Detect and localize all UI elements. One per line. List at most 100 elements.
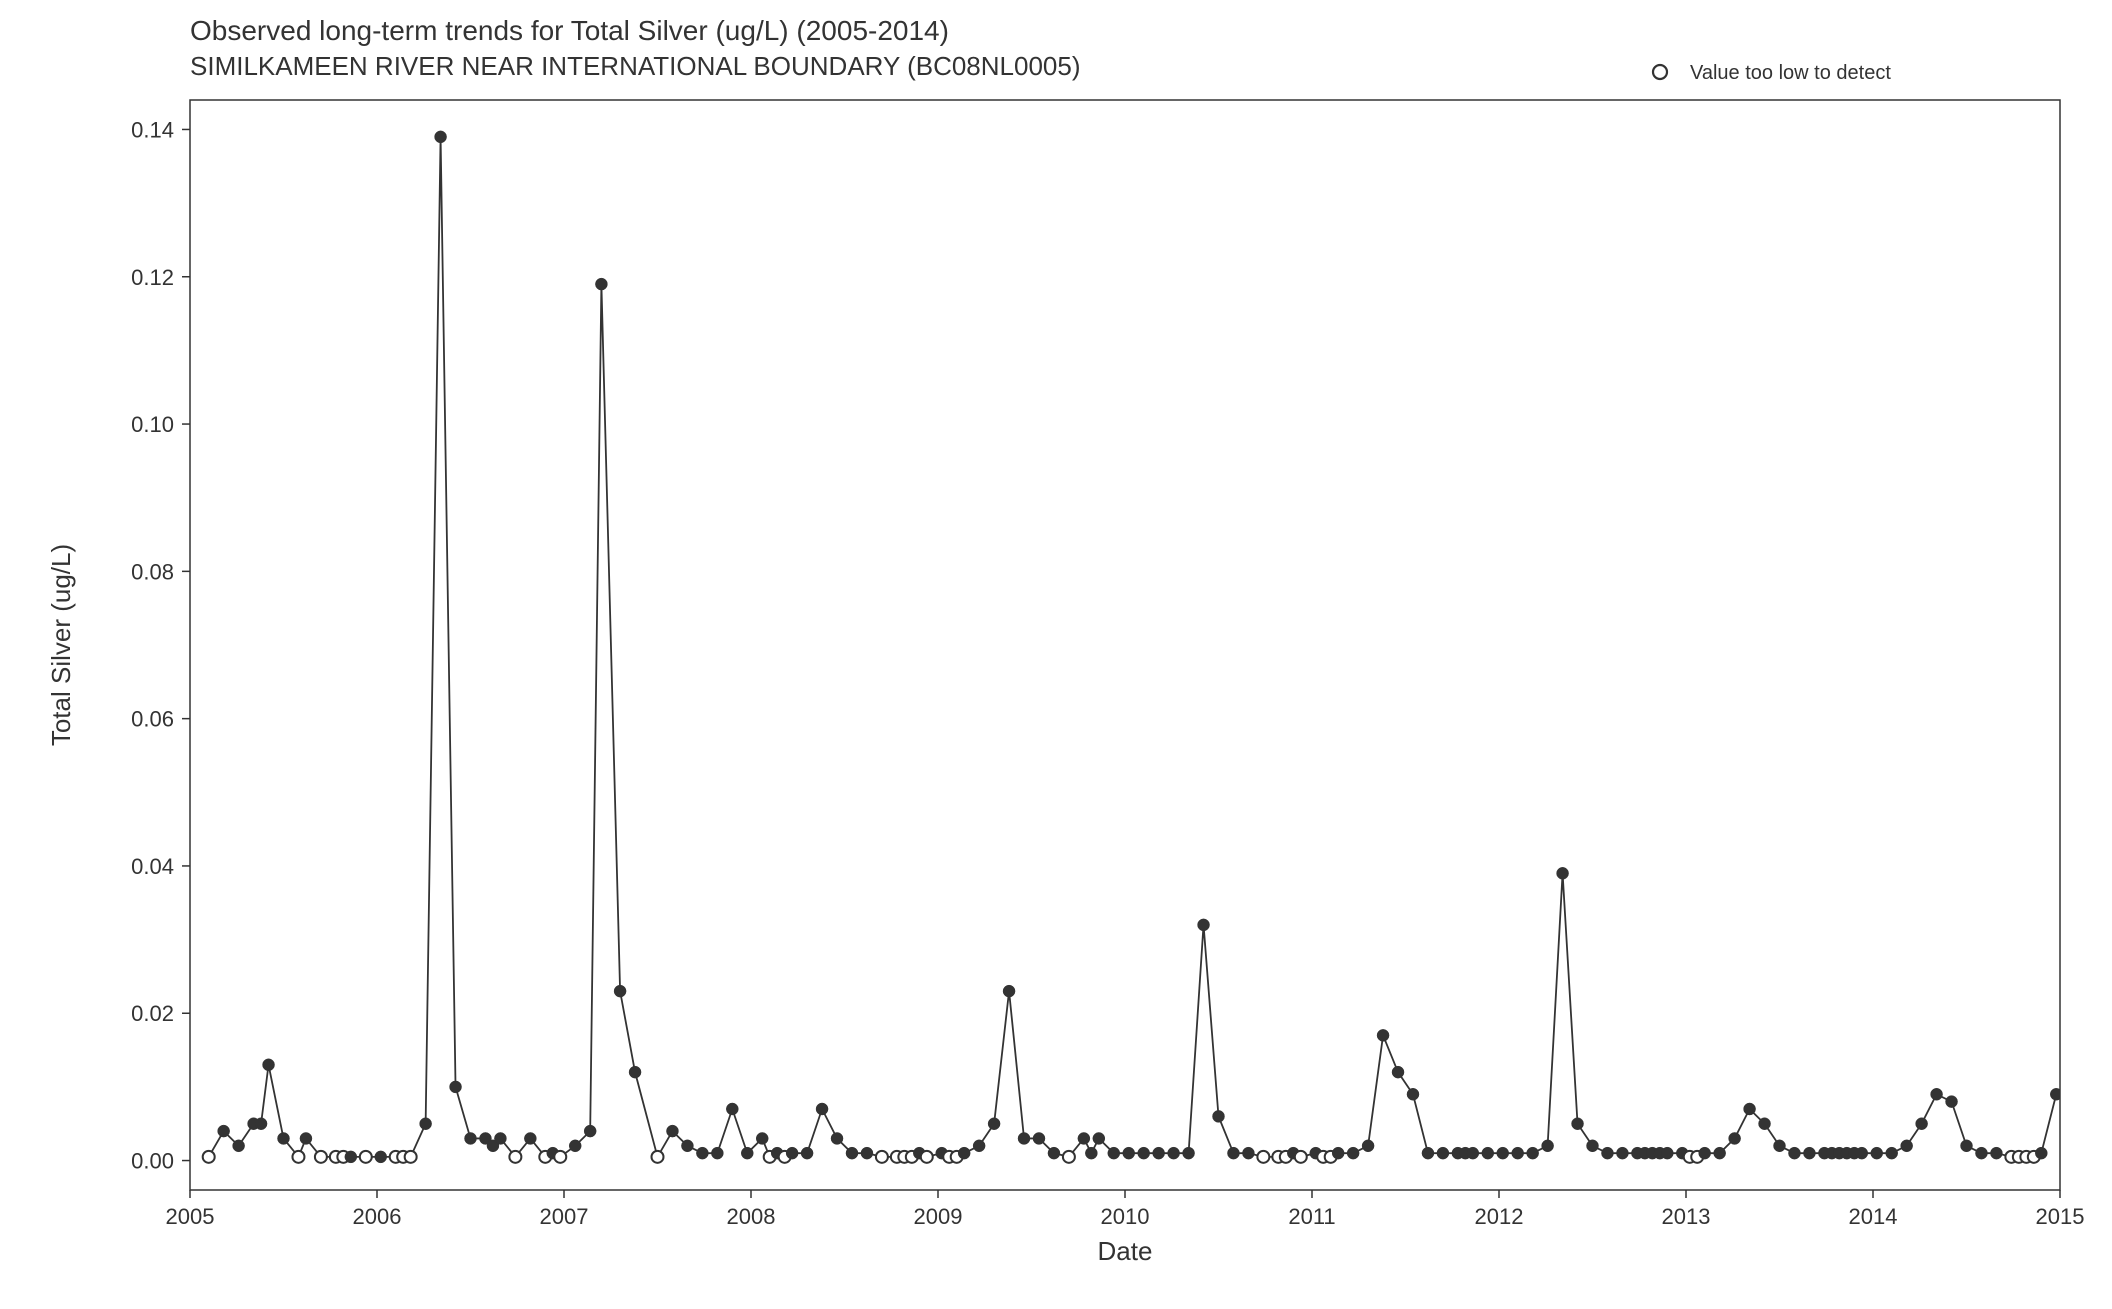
marker-detected (1856, 1147, 1868, 1159)
marker-detected (1931, 1088, 1943, 1100)
marker-detected (1542, 1140, 1554, 1152)
marker-detected (584, 1125, 596, 1137)
marker-nondetect (1063, 1151, 1075, 1163)
x-tick-label: 2008 (727, 1204, 776, 1229)
y-tick-label: 0.08 (131, 559, 174, 584)
marker-detected (1587, 1140, 1599, 1152)
marker-detected (595, 278, 607, 290)
marker-detected (629, 1066, 641, 1078)
marker-detected (666, 1125, 678, 1137)
marker-detected (1975, 1147, 1987, 1159)
marker-detected (1437, 1147, 1449, 1159)
y-tick-label: 0.04 (131, 854, 174, 879)
data-layer (203, 131, 2063, 1163)
marker-nondetect (652, 1151, 664, 1163)
marker-detected (1744, 1103, 1756, 1115)
marker-detected (1168, 1147, 1180, 1159)
x-tick-label: 2006 (353, 1204, 402, 1229)
x-tick-label: 2007 (540, 1204, 589, 1229)
y-tick-label: 0.14 (131, 117, 174, 142)
marker-detected (1242, 1147, 1254, 1159)
marker-detected (278, 1132, 290, 1144)
marker-detected (711, 1147, 723, 1159)
marker-detected (741, 1147, 753, 1159)
marker-nondetect (554, 1151, 566, 1163)
marker-detected (263, 1059, 275, 1071)
y-tick-label: 0.10 (131, 412, 174, 437)
x-tick-label: 2012 (1475, 1204, 1524, 1229)
marker-detected (1601, 1147, 1613, 1159)
marker-detected (1803, 1147, 1815, 1159)
marker-nondetect (292, 1151, 304, 1163)
chart-title: Observed long-term trends for Total Silv… (190, 15, 949, 46)
marker-detected (786, 1147, 798, 1159)
x-tick-label: 2013 (1662, 1204, 1711, 1229)
marker-nondetect (509, 1151, 521, 1163)
marker-detected (435, 131, 447, 143)
marker-nondetect (360, 1151, 372, 1163)
marker-nondetect (876, 1151, 888, 1163)
legend-label: Value too low to detect (1690, 62, 1891, 84)
marker-detected (1093, 1132, 1105, 1144)
marker-detected (726, 1103, 738, 1115)
marker-detected (1729, 1132, 1741, 1144)
marker-detected (233, 1140, 245, 1152)
marker-detected (1946, 1096, 1958, 1108)
marker-detected (1362, 1140, 1374, 1152)
plot-panel (190, 100, 2060, 1190)
marker-nondetect (1257, 1151, 1269, 1163)
x-tick-label: 2005 (166, 1204, 215, 1229)
marker-detected (681, 1140, 693, 1152)
marker-detected (255, 1118, 267, 1130)
marker-detected (1332, 1147, 1344, 1159)
marker-detected (1482, 1147, 1494, 1159)
y-tick-label: 0.00 (131, 1149, 174, 1174)
marker-detected (973, 1140, 985, 1152)
marker-detected (988, 1118, 1000, 1130)
marker-detected (1990, 1147, 2002, 1159)
marker-detected (375, 1151, 387, 1163)
marker-detected (1512, 1147, 1524, 1159)
chart-subtitle: SIMILKAMEEN RIVER NEAR INTERNATIONAL BOU… (190, 51, 1081, 81)
marker-detected (1467, 1147, 1479, 1159)
marker-detected (958, 1147, 970, 1159)
marker-detected (345, 1151, 357, 1163)
marker-detected (450, 1081, 462, 1093)
x-tick-label: 2014 (1849, 1204, 1898, 1229)
series-line (209, 137, 2057, 1157)
marker-detected (1003, 985, 1015, 997)
marker-nondetect (203, 1151, 215, 1163)
marker-detected (861, 1147, 873, 1159)
marker-detected (816, 1103, 828, 1115)
marker-detected (420, 1118, 432, 1130)
marker-detected (1033, 1132, 1045, 1144)
marker-detected (218, 1125, 230, 1137)
marker-nondetect (405, 1151, 417, 1163)
marker-detected (1407, 1088, 1419, 1100)
marker-detected (1108, 1147, 1120, 1159)
marker-detected (1078, 1132, 1090, 1144)
marker-detected (1392, 1066, 1404, 1078)
marker-detected (614, 985, 626, 997)
marker-detected (1123, 1147, 1135, 1159)
marker-detected (494, 1132, 506, 1144)
marker-detected (1018, 1132, 1030, 1144)
marker-detected (1347, 1147, 1359, 1159)
marker-detected (831, 1132, 843, 1144)
marker-detected (1497, 1147, 1509, 1159)
marker-detected (1085, 1147, 1097, 1159)
marker-detected (1661, 1147, 1673, 1159)
marker-detected (1901, 1140, 1913, 1152)
y-tick-label: 0.02 (131, 1001, 174, 1026)
legend: Value too low to detect (1653, 62, 1891, 84)
marker-detected (2035, 1147, 2047, 1159)
marker-detected (756, 1132, 768, 1144)
marker-detected (1572, 1118, 1584, 1130)
marker-detected (1138, 1147, 1150, 1159)
x-tick-label: 2011 (1288, 1204, 1335, 1229)
x-tick-label: 2015 (2036, 1204, 2085, 1229)
marker-detected (465, 1132, 477, 1144)
marker-detected (1227, 1147, 1239, 1159)
marker-detected (1759, 1118, 1771, 1130)
marker-detected (801, 1147, 813, 1159)
